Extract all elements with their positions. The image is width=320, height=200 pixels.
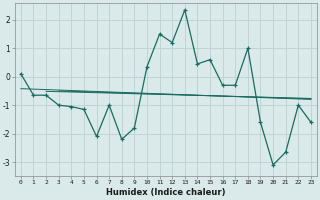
X-axis label: Humidex (Indice chaleur): Humidex (Indice chaleur) (106, 188, 226, 197)
